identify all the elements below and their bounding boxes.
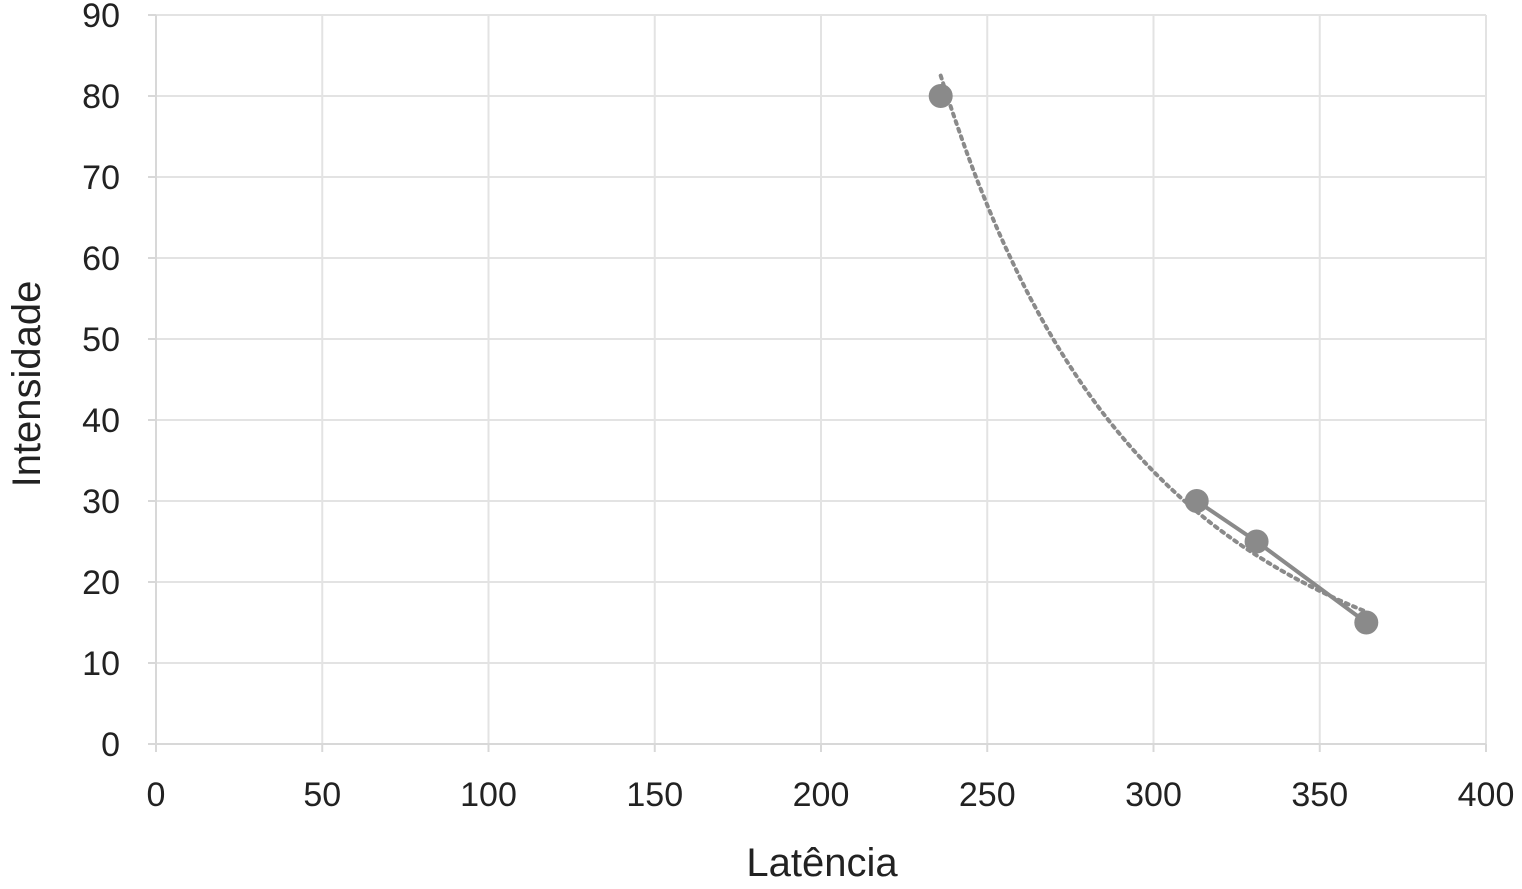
grid — [156, 14, 1487, 744]
series — [928, 73, 1379, 635]
y-axis-label: Intensidade — [5, 281, 49, 488]
y-tick-label: 20 — [82, 564, 120, 602]
data-point — [1354, 610, 1379, 635]
series-line — [1195, 499, 1368, 625]
data-point — [928, 84, 953, 108]
y-tick-label: 60 — [82, 240, 120, 278]
x-tick-label: 100 — [460, 776, 517, 814]
y-tick-labels: 0 10 20 30 40 50 60 70 80 90 — [82, 0, 120, 764]
x-axis-label: Latência — [746, 841, 898, 885]
data-point — [1184, 489, 1209, 513]
axes — [148, 14, 1487, 752]
y-tick-label: 70 — [82, 159, 120, 197]
x-tick-label: 350 — [1291, 776, 1348, 814]
y-tick-label: 50 — [82, 321, 120, 359]
x-tick-label: 50 — [303, 776, 341, 814]
y-tick-label: 90 — [82, 0, 120, 35]
data-point — [1244, 529, 1269, 554]
x-tick-label: 200 — [793, 776, 850, 814]
x-tick-label: 400 — [1458, 776, 1515, 814]
y-tick-label: 30 — [82, 483, 120, 521]
x-tick-labels: 0 50 100 150 200 250 300 350 400 — [147, 776, 1515, 814]
y-tick-label: 80 — [82, 78, 120, 116]
x-tick-label: 0 — [147, 776, 166, 814]
x-tick-label: 150 — [626, 776, 683, 814]
y-tick-label: 0 — [101, 726, 120, 764]
trendline — [938, 73, 1369, 614]
x-tick-label: 300 — [1125, 776, 1182, 814]
y-tick-label: 40 — [82, 402, 120, 440]
x-tick-label: 250 — [959, 776, 1016, 814]
y-tick-label: 10 — [82, 645, 120, 683]
